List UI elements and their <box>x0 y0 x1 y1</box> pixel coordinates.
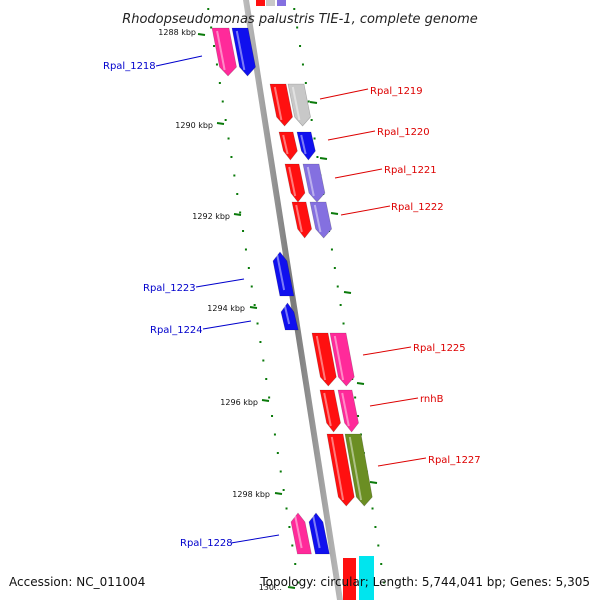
tick-label-1296: 1296 kbp <box>220 398 258 407</box>
gene-arrow-segment[interactable] <box>319 389 341 433</box>
gene-arrow-rpal-1219[interactable] <box>269 83 311 127</box>
gene-arrow-segment[interactable] <box>272 251 295 297</box>
gene-arrow-rpal-1220[interactable] <box>278 131 316 161</box>
gene-arrow-segment[interactable] <box>269 83 293 127</box>
gene-label-rpal-1220[interactable]: Rpal_1220 <box>377 127 430 138</box>
gene-label-rpal-1222[interactable]: Rpal_1222 <box>391 202 444 213</box>
gene-label-rnhb[interactable]: rnhB <box>420 394 444 405</box>
gene-arrow-rpal-1218[interactable] <box>211 27 256 77</box>
gene-arrow-segment[interactable] <box>309 201 332 239</box>
gene-arrow-segment[interactable] <box>290 512 312 555</box>
gene-arrow-rpal-1221[interactable] <box>284 163 326 203</box>
gene-arrow-rpal-1224[interactable] <box>280 302 299 331</box>
gene-arrow-segment[interactable] <box>280 302 299 331</box>
gene-arrows <box>211 27 373 555</box>
gene-arrow-rpal-1227[interactable] <box>326 433 373 507</box>
gene-arrow-segment[interactable] <box>308 512 330 555</box>
gene-label-rpal-1218[interactable]: Rpal_1218 <box>103 61 156 72</box>
gene-arrow-segment[interactable] <box>344 433 373 507</box>
gene-arrow-rpal-1222[interactable] <box>291 201 332 239</box>
gene-label-leaders <box>155 55 427 544</box>
kbp-ruler-ticks <box>197 33 378 589</box>
genome-title: Rhodopseudomonas palustris TIE-1, comple… <box>122 12 478 27</box>
gene-arrow-rpal-1225[interactable] <box>311 332 355 387</box>
tick-label-1294: 1294 kbp <box>207 304 245 313</box>
gene-label-rpal-1219[interactable]: Rpal_1219 <box>370 86 423 97</box>
gene-arrow-segment[interactable] <box>211 27 237 77</box>
gene-arrow-segment[interactable] <box>311 332 337 387</box>
gene-arrow-segment[interactable] <box>291 201 312 239</box>
tick-label-1288: 1288 kbp <box>158 28 196 37</box>
gene-label-rpal-1228[interactable]: Rpal_1228 <box>180 538 233 549</box>
gene-arrow-rpal-1223[interactable] <box>272 251 295 297</box>
tick-label-1300: 130… <box>259 583 282 592</box>
gene-label-rpal-1227[interactable]: Rpal_1227 <box>428 455 481 466</box>
gene-label-rpal-1225[interactable]: Rpal_1225 <box>413 343 466 354</box>
genome-backbone <box>243 0 343 600</box>
gene-label-rpal-1224[interactable]: Rpal_1224 <box>150 325 203 336</box>
gene-label-rpal-1223[interactable]: Rpal_1223 <box>143 283 196 294</box>
gene-arrow-rpal-1228[interactable] <box>290 512 330 555</box>
tick-label-1290: 1290 kbp <box>175 121 213 130</box>
tick-label-1292: 1292 kbp <box>192 212 230 221</box>
topology-text: Topology: circular; Length: 5,744,041 bp… <box>259 575 590 589</box>
gene-arrow-segment[interactable] <box>302 163 326 203</box>
gene-arrow-rnhb[interactable] <box>319 389 359 433</box>
tick-label-1298: 1298 kbp <box>232 490 270 499</box>
gene-arrow-segment[interactable] <box>231 27 256 77</box>
gene-arrow-segment[interactable] <box>296 131 316 161</box>
accession-text: Accession: NC_011004 <box>9 575 145 589</box>
gene-arrow-segment[interactable] <box>284 163 306 203</box>
edge-features <box>256 0 374 600</box>
gene-label-rpal-1221[interactable]: Rpal_1221 <box>384 165 437 176</box>
gene-arrow-segment[interactable] <box>278 131 298 161</box>
gene-arrow-segment[interactable] <box>337 389 359 433</box>
gene-arrow-segment[interactable] <box>329 332 355 387</box>
gene-arrow-segment[interactable] <box>287 83 311 127</box>
gene-arrow-segment[interactable] <box>326 433 355 507</box>
